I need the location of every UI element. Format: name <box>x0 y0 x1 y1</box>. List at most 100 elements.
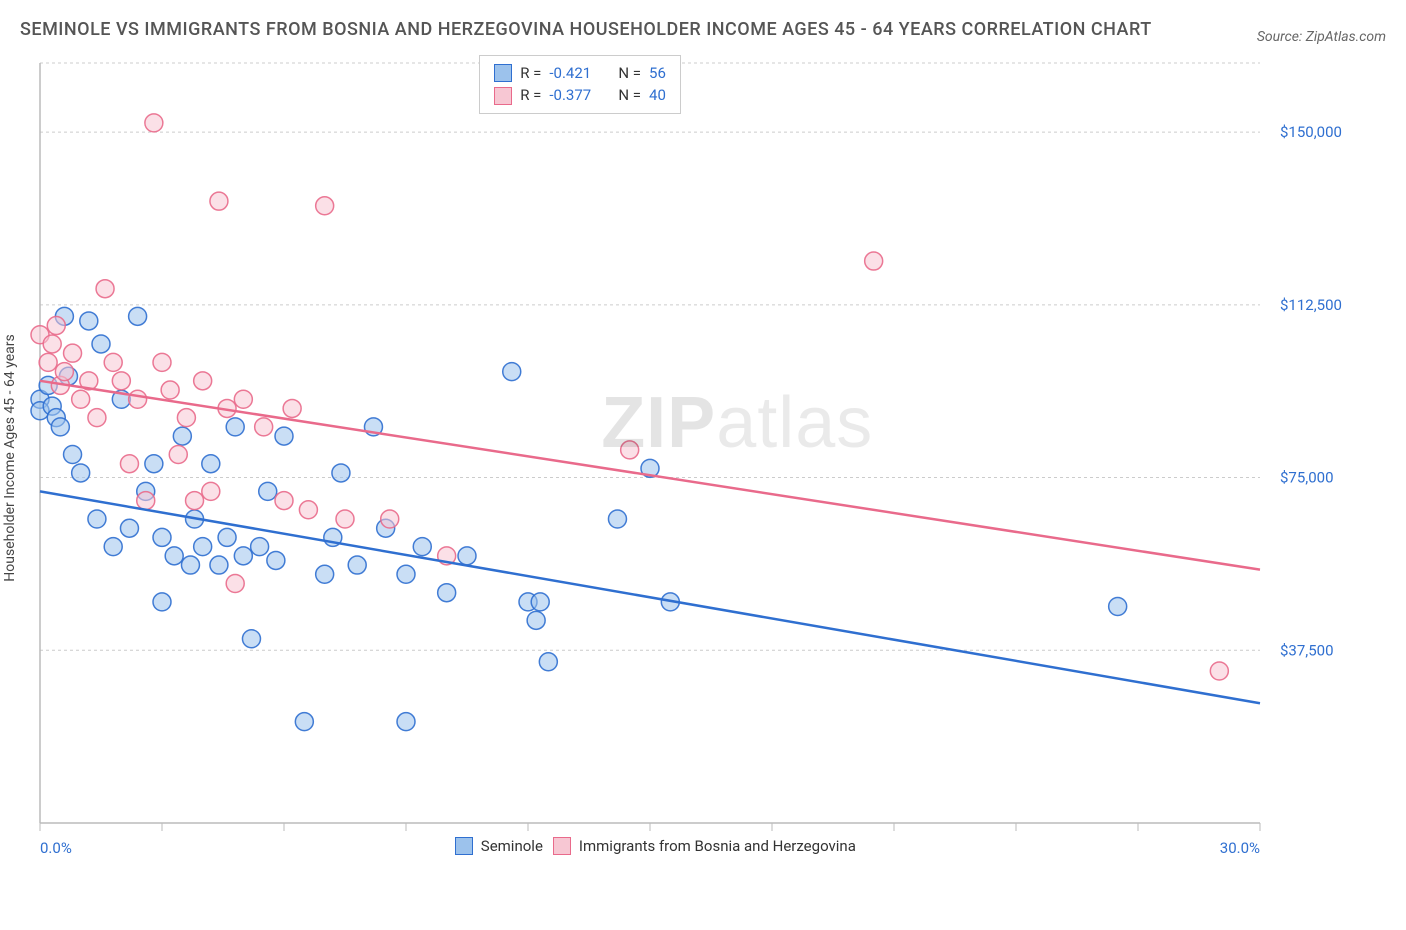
trend-line <box>40 491 1260 703</box>
data-point <box>865 252 883 270</box>
legend-swatch <box>494 87 512 105</box>
legend-R-label: R = <box>520 62 541 85</box>
data-point <box>283 399 301 417</box>
data-point <box>72 464 90 482</box>
data-point <box>316 197 334 215</box>
data-point <box>210 192 228 210</box>
data-point <box>80 312 98 330</box>
data-point <box>218 528 236 546</box>
y-axis-label: Householder Income Ages 45 - 64 years <box>2 334 18 581</box>
data-point <box>226 574 244 592</box>
data-point <box>381 510 399 528</box>
data-point <box>539 653 557 671</box>
data-point <box>165 547 183 565</box>
data-point <box>295 712 313 730</box>
legend-swatch <box>494 64 512 82</box>
data-point <box>169 445 187 463</box>
data-point <box>316 565 334 583</box>
data-point <box>210 556 228 574</box>
data-point <box>348 556 366 574</box>
data-point <box>181 556 199 574</box>
data-point <box>120 519 138 537</box>
data-point <box>194 372 212 390</box>
scatter-chart: $37,500 $75,000 $112,500 $150,000 0.0% 30.0% <box>20 53 1360 863</box>
chart-container: Householder Income Ages 45 - 64 years $3… <box>20 53 1386 863</box>
data-point <box>145 455 163 473</box>
data-point <box>186 491 204 509</box>
data-point <box>177 408 195 426</box>
data-point <box>234 390 252 408</box>
data-point <box>397 712 415 730</box>
data-point <box>251 537 269 555</box>
data-point <box>104 537 122 555</box>
data-point <box>621 441 639 459</box>
y-tick-label: $150,000 <box>1280 123 1342 141</box>
data-point <box>153 353 171 371</box>
data-point <box>51 418 69 436</box>
series-legend-item: Immigrants from Bosnia and Herzegovina <box>553 837 856 855</box>
data-point <box>194 537 212 555</box>
data-point <box>112 372 130 390</box>
data-point <box>92 335 110 353</box>
data-point <box>161 381 179 399</box>
data-point <box>259 482 277 500</box>
data-point <box>242 630 260 648</box>
legend-N-label: N = <box>618 62 641 85</box>
data-point <box>104 353 122 371</box>
data-point <box>55 362 73 380</box>
data-point <box>275 427 293 445</box>
data-point <box>438 583 456 601</box>
data-point <box>64 445 82 463</box>
data-point <box>173 427 191 445</box>
data-point <box>234 547 252 565</box>
data-point <box>202 482 220 500</box>
data-point <box>137 491 155 509</box>
source-label: Source: ZipAtlas.com <box>1257 29 1386 45</box>
series-legend-label: Seminole <box>481 837 543 855</box>
data-point <box>1210 662 1228 680</box>
x-tick-label: 30.0% <box>1220 839 1260 857</box>
data-point <box>397 565 415 583</box>
y-tick-label: $75,000 <box>1280 468 1334 486</box>
data-point <box>145 114 163 132</box>
legend-R-label: R = <box>520 84 541 107</box>
data-point <box>226 418 244 436</box>
stats-legend-row: R = -0.421 N = 56 <box>494 62 666 85</box>
legend-N-label: N = <box>618 84 641 107</box>
data-point <box>43 335 61 353</box>
data-point <box>255 418 273 436</box>
series-legend: Seminole Immigrants from Bosnia and Herze… <box>455 837 856 855</box>
data-point <box>72 390 90 408</box>
data-point <box>332 464 350 482</box>
data-point <box>458 547 476 565</box>
data-point <box>153 528 171 546</box>
data-point <box>503 362 521 380</box>
data-point <box>96 279 114 297</box>
data-point <box>267 551 285 569</box>
legend-swatch <box>553 837 571 855</box>
x-tick-label: 0.0% <box>40 839 72 857</box>
data-point <box>39 353 57 371</box>
y-tick-label: $37,500 <box>1280 641 1334 659</box>
data-point <box>299 501 317 519</box>
data-point <box>120 455 138 473</box>
legend-swatch <box>455 837 473 855</box>
data-point <box>275 491 293 509</box>
data-point <box>1109 597 1127 615</box>
data-point <box>527 611 545 629</box>
legend-R-value: -0.377 <box>549 84 591 107</box>
y-tick-label: $112,500 <box>1280 296 1342 314</box>
data-point <box>88 510 106 528</box>
data-point <box>129 390 147 408</box>
stats-legend-row: R = -0.377 N = 40 <box>494 84 666 107</box>
series-legend-label: Immigrants from Bosnia and Herzegovina <box>579 837 856 855</box>
data-point <box>413 537 431 555</box>
data-point <box>336 510 354 528</box>
legend-R-value: -0.421 <box>549 62 591 85</box>
legend-N-value: 40 <box>649 84 666 107</box>
data-point <box>153 593 171 611</box>
data-point <box>64 344 82 362</box>
stats-legend: R = -0.421 N = 56R = -0.377 N = 40 <box>479 55 681 114</box>
data-point <box>47 316 65 334</box>
chart-title: SEMINOLE VS IMMIGRANTS FROM BOSNIA AND H… <box>20 16 1152 45</box>
